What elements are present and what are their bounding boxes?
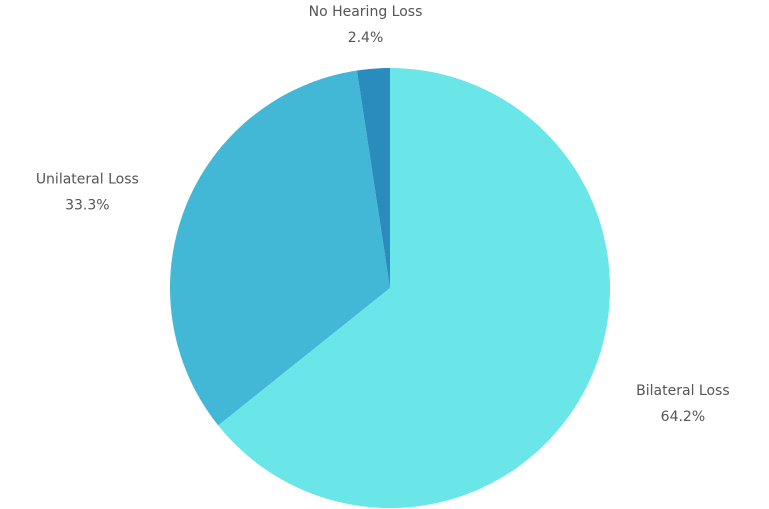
pie-slice [170,70,390,426]
pie-slice [356,68,390,288]
slice-label: Unilateral Loss [36,172,139,188]
slice-label: Bilateral Loss [636,383,729,399]
slice-value-label: 2.4% [348,30,384,46]
slice-value-label: 64.2% [661,409,705,425]
pie-slice [218,68,610,509]
slice-label: No Hearing Loss [309,4,423,20]
slice-value-label: 33.3% [65,198,109,214]
